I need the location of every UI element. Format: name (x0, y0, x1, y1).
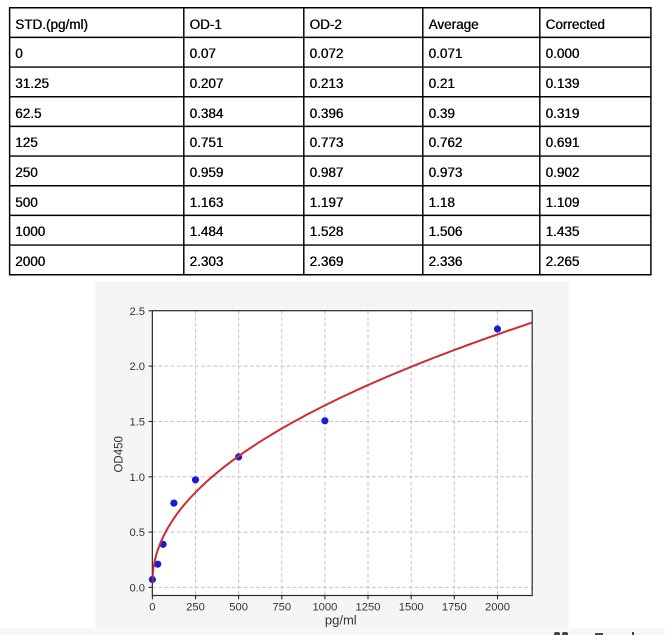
svg-text:OD450: OD450 (114, 436, 126, 472)
svg-text:pg/ml: pg/ml (325, 613, 357, 628)
svg-text:750: 750 (272, 602, 291, 614)
svg-text:2000: 2000 (485, 602, 510, 614)
svg-text:1500: 1500 (399, 602, 424, 614)
svg-text:0: 0 (149, 602, 155, 614)
svg-text:250: 250 (186, 602, 205, 614)
svg-text:2.0: 2.0 (129, 361, 145, 373)
svg-text:500: 500 (229, 602, 248, 614)
svg-text:1000: 1000 (312, 602, 337, 614)
svg-text:1.0: 1.0 (129, 472, 145, 484)
svg-text:1.5: 1.5 (129, 417, 145, 429)
svg-text:0.0: 0.0 (129, 582, 145, 594)
svg-text:0.5: 0.5 (129, 527, 145, 539)
svg-text:1750: 1750 (442, 602, 467, 614)
svg-text:1250: 1250 (356, 602, 381, 614)
svg-text:2.5: 2.5 (129, 306, 145, 318)
